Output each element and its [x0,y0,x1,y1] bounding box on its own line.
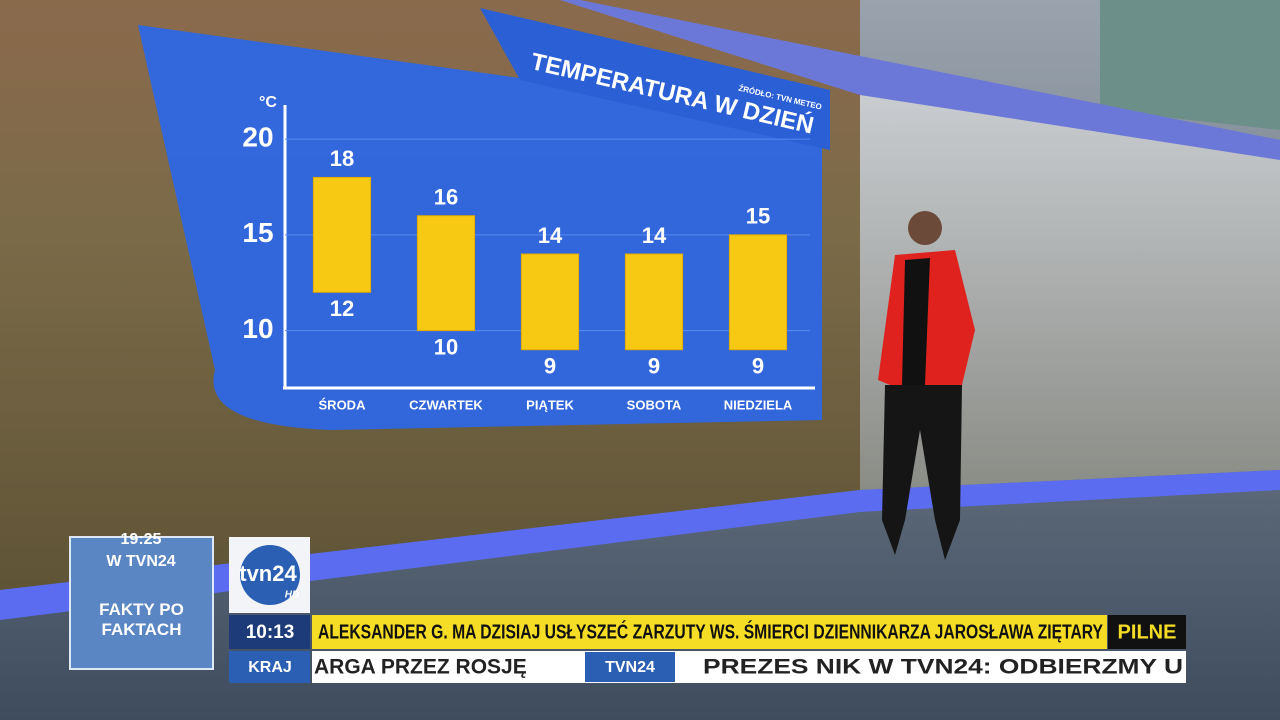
x-tick-label: CZWARTEK [409,397,483,412]
clock: 10:13 [246,622,295,643]
headline: ALEKSANDER G. MA DZISIAJ USŁYSZEĆ ZARZUT… [318,619,1104,643]
range-bar [416,215,476,332]
low-label: 9 [752,354,764,379]
light-strip-top [560,0,1280,160]
low-label: 9 [544,354,556,379]
range-bar [520,253,580,351]
promo-box [69,536,214,670]
x-tick-label: NIEDZIELA [724,397,793,412]
low-label: 12 [330,296,354,321]
crawl-bar [312,651,1186,683]
promo-time: 19:25 [121,531,162,548]
promo-channel: W TVN24 [106,553,175,570]
flag-box [1108,615,1186,649]
title-banner [480,8,830,150]
crawl-brand: TVN24 [605,659,655,676]
y-tick-label: 20 [242,122,273,153]
high-label: 14 [642,223,667,248]
logo-circle [240,545,300,605]
low-label: 9 [648,354,660,379]
video-wall-right [860,95,1280,490]
crawl-right: PREZES NIK W TVN24: ODBIERZMY U [703,656,1183,679]
range-bar [624,253,684,351]
high-label: 18 [330,146,354,171]
range-bar [312,176,372,293]
clock-box [229,615,310,649]
headline-bar [312,615,1107,649]
light-strip [0,470,1280,620]
high-label: 15 [746,204,770,229]
presenter [878,211,975,560]
logo-text: tvn24 [239,561,297,586]
range-bar [728,234,788,351]
crawl-brand-box [585,652,675,682]
y-axis-unit: °C [259,94,277,111]
studio-window [1100,0,1280,130]
crawl-left: ARGA PRZEZ ROSJĘ [314,656,527,679]
y-tick-label: 15 [242,217,273,248]
promo-show-box: FAKTY PO FAKTACH [99,600,184,639]
high-label: 14 [538,223,563,248]
high-label: 16 [434,185,458,210]
low-label: 10 [434,334,458,359]
promo-show: FAKTY PO FAKTACH [99,600,184,639]
y-tick-label: 10 [242,313,273,344]
x-tick-label: ŚRODA [319,397,367,412]
x-tick-label: PIĄTEK [526,397,574,412]
section: KRAJ [248,659,292,676]
x-tick-label: SOBOTA [627,397,682,412]
logo-hd: HD [285,590,299,601]
section-box [229,651,310,683]
flag: PILNE [1118,621,1177,643]
